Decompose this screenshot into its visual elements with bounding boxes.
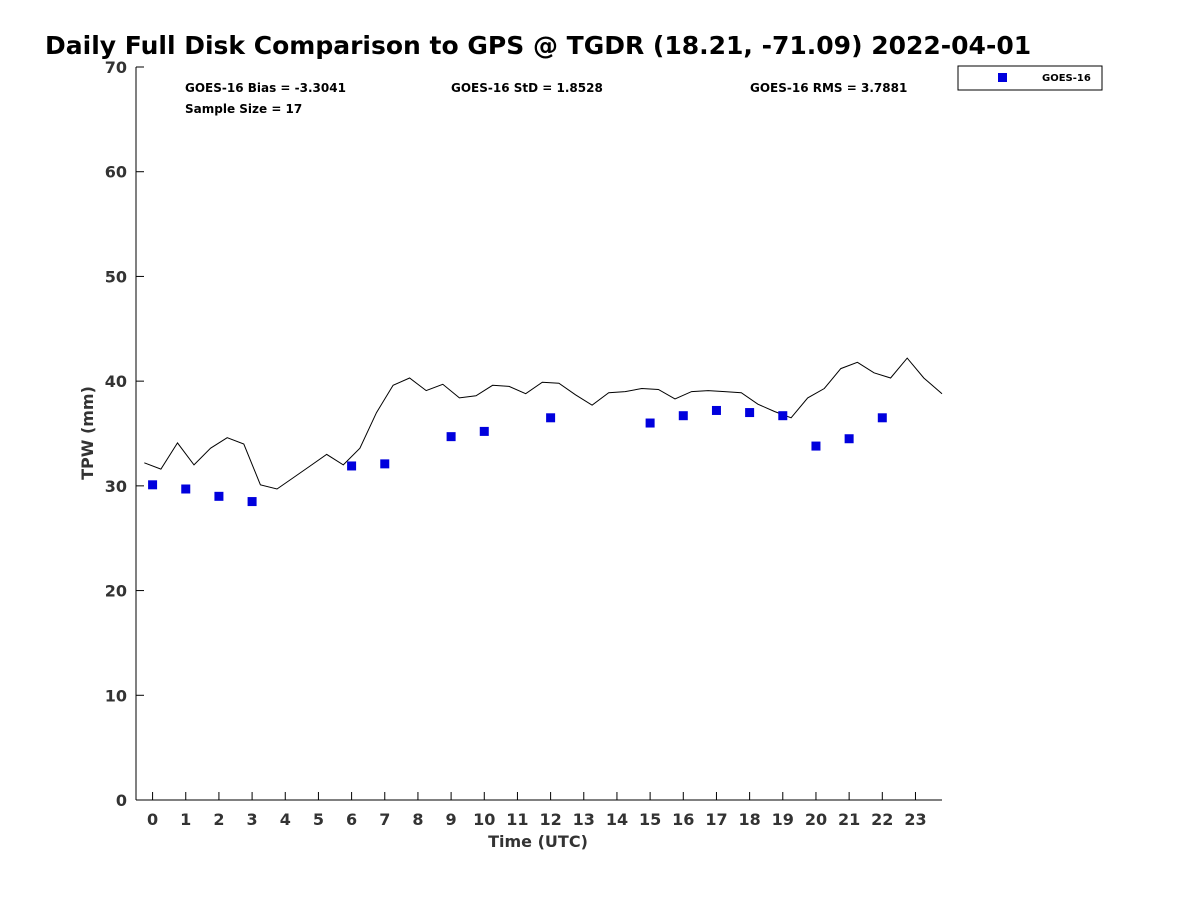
x-tick-label: 10 — [473, 810, 495, 829]
legend: GOES-16 — [957, 65, 1103, 91]
y-tick-label: 20 — [105, 582, 127, 601]
x-tick-label: 7 — [379, 810, 390, 829]
x-tick-label: 0 — [147, 810, 158, 829]
goes16-point — [446, 432, 456, 442]
x-axis-label: Time (UTC) — [488, 832, 588, 851]
goes16-point — [546, 413, 556, 423]
chart-title: Daily Full Disk Comparison to GPS @ TGDR… — [45, 31, 1031, 60]
x-tick-label: 22 — [871, 810, 893, 829]
goes16-point — [148, 480, 158, 490]
x-tick-label: 21 — [838, 810, 860, 829]
y-tick-label: 70 — [105, 58, 127, 77]
x-tick-label: 19 — [772, 810, 794, 829]
x-tick-label: 20 — [805, 810, 827, 829]
x-tick-label: 1 — [180, 810, 191, 829]
gps-tpw-line — [144, 357, 943, 490]
x-tick-label: 6 — [346, 810, 357, 829]
x-tick-label: 12 — [539, 810, 561, 829]
goes16-point — [844, 434, 854, 444]
y-tick-label: 30 — [105, 477, 127, 496]
stat-rms: GOES-16 RMS = 3.7881 — [750, 81, 907, 95]
y-tick-label: 40 — [105, 372, 127, 391]
stat-sample-size: Sample Size = 17 — [185, 102, 302, 116]
y-tick-label: 60 — [105, 163, 127, 182]
goes16-point — [181, 484, 191, 494]
y-tick-label: 10 — [105, 686, 127, 705]
goes16-point — [745, 408, 755, 418]
x-tick-label: 18 — [738, 810, 760, 829]
goes16-point — [711, 405, 721, 415]
x-tick-label: 2 — [213, 810, 224, 829]
goes16-point — [479, 426, 489, 436]
x-tick-label: 14 — [606, 810, 628, 829]
x-tick-label: 4 — [280, 810, 291, 829]
x-tick-label: 15 — [639, 810, 661, 829]
goes16-point — [811, 441, 821, 451]
legend-box — [957, 65, 1103, 91]
x-tick-label: 9 — [446, 810, 457, 829]
x-tick-label: 8 — [412, 810, 423, 829]
y-tick-label: 0 — [116, 791, 127, 810]
x-tick-label: 17 — [705, 810, 727, 829]
x-tick-label: 16 — [672, 810, 694, 829]
y-tick-label: 50 — [105, 267, 127, 286]
goes16-points-layer — [148, 405, 887, 507]
x-tick-label: 13 — [573, 810, 595, 829]
legend-marker-goes16 — [998, 73, 1007, 82]
x-tick-label: 3 — [247, 810, 258, 829]
x-tick-label: 23 — [904, 810, 926, 829]
goes16-point — [380, 459, 390, 469]
goes16-point — [778, 411, 788, 421]
y-axis-label: TPW (mm) — [78, 386, 97, 480]
goes16-point — [214, 491, 224, 501]
legend-label-goes16: GOES-16 — [1042, 73, 1091, 84]
goes16-point — [678, 411, 688, 421]
x-tick-label: 11 — [506, 810, 528, 829]
goes16-point — [645, 418, 655, 428]
gps-line-layer — [144, 357, 943, 490]
x-tick-label: 5 — [313, 810, 324, 829]
stat-std: GOES-16 StD = 1.8528 — [451, 81, 603, 95]
stat-bias: GOES-16 Bias = -3.3041 — [185, 81, 346, 95]
goes16-point — [877, 413, 887, 423]
goes16-point — [347, 461, 357, 471]
goes16-point — [247, 497, 257, 507]
